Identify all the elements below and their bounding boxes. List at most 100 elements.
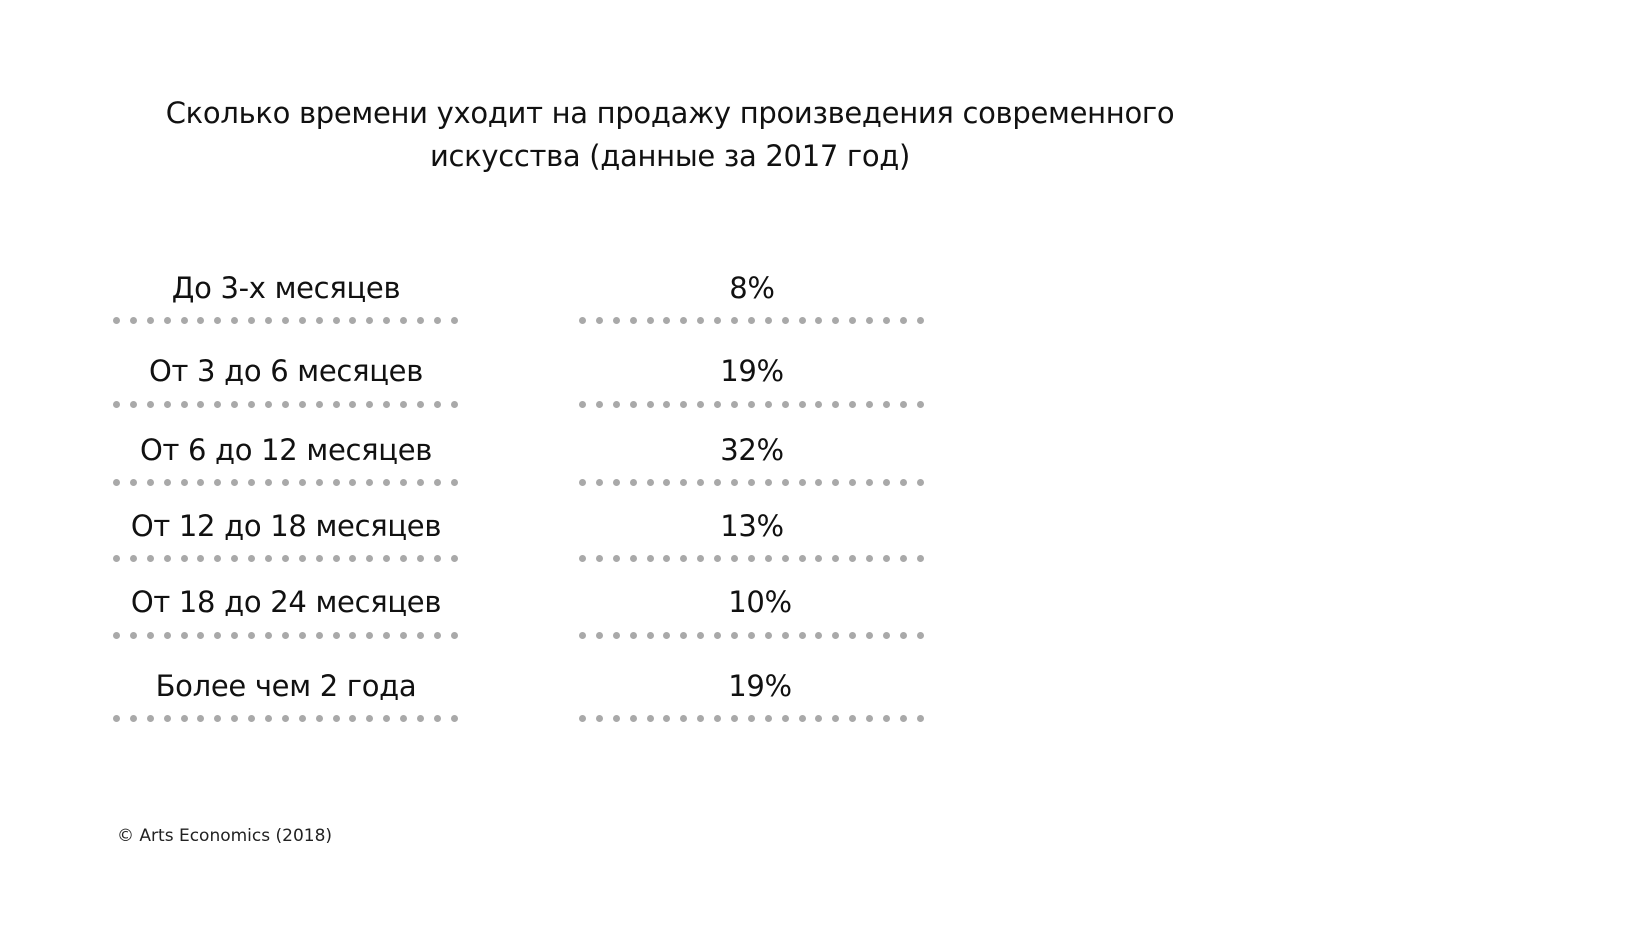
divider-dot xyxy=(899,479,907,486)
divider-dot xyxy=(332,555,340,562)
chart-title-line-1: Сколько времени уходит на продажу произв… xyxy=(165,96,1175,130)
chart-title: Сколько времени уходит на продажу произв… xyxy=(120,92,1220,178)
divider-dot xyxy=(714,715,722,722)
divider-dot xyxy=(646,317,654,324)
divider-dot xyxy=(433,317,441,324)
divider-dot xyxy=(866,479,874,486)
divider-dot xyxy=(400,317,408,324)
divider-dot xyxy=(883,317,891,324)
divider-dot xyxy=(366,632,374,639)
dotted-divider xyxy=(113,317,458,325)
divider-dot xyxy=(163,715,171,722)
chart-title-line-2: искусства (данные за 2017 год) xyxy=(429,139,911,173)
divider-dot xyxy=(595,715,603,722)
divider-dot xyxy=(281,715,289,722)
divider-dot xyxy=(612,317,620,324)
divider-dot xyxy=(315,479,323,486)
divider-dot xyxy=(579,401,586,408)
divider-dot xyxy=(315,632,323,639)
divider-dot xyxy=(815,479,823,486)
divider-dot xyxy=(781,632,789,639)
divider-dot xyxy=(315,555,323,562)
divider-dot xyxy=(349,401,357,408)
row-value: 13% xyxy=(720,509,784,543)
divider-dot xyxy=(281,632,289,639)
divider-dot xyxy=(731,317,739,324)
divider-dot xyxy=(916,479,924,486)
divider-dot xyxy=(298,317,306,324)
divider-dot xyxy=(680,632,688,639)
divider-dot xyxy=(849,317,857,324)
divider-dot xyxy=(180,632,188,639)
divider-dot xyxy=(180,555,188,562)
divider-dot xyxy=(646,632,654,639)
divider-dot xyxy=(781,479,789,486)
divider-dot xyxy=(281,555,289,562)
divider-dot xyxy=(663,715,671,722)
row-value: 10% xyxy=(728,585,792,619)
divider-dot xyxy=(248,317,256,324)
divider-dot xyxy=(197,555,205,562)
divider-dot xyxy=(163,632,171,639)
table-row: От 6 до 12 месяцев 32% xyxy=(0,433,1000,510)
divider-dot xyxy=(680,401,688,408)
divider-dot xyxy=(849,555,857,562)
row-label: От 18 до 24 месяцев xyxy=(130,585,442,619)
divider-dot xyxy=(579,479,586,486)
divider-dot xyxy=(417,632,425,639)
divider-dot xyxy=(129,555,137,562)
divider-dot xyxy=(899,401,907,408)
divider-dot xyxy=(579,317,586,324)
divider-dot xyxy=(697,401,705,408)
divider-dot xyxy=(866,401,874,408)
divider-dot xyxy=(129,715,137,722)
dotted-divider xyxy=(113,401,458,409)
divider-dot xyxy=(197,317,205,324)
divider-dot xyxy=(400,555,408,562)
divider-dot xyxy=(450,715,458,722)
divider-dot xyxy=(595,317,603,324)
divider-dot xyxy=(214,479,222,486)
divider-dot xyxy=(731,401,739,408)
divider-dot xyxy=(248,555,256,562)
divider-dot xyxy=(697,555,705,562)
divider-dot xyxy=(612,401,620,408)
divider-dot xyxy=(332,479,340,486)
divider-dot xyxy=(832,555,840,562)
divider-dot xyxy=(113,632,120,639)
divider-dot xyxy=(849,632,857,639)
divider-dot xyxy=(663,317,671,324)
divider-dot xyxy=(433,479,441,486)
divider-dot xyxy=(815,401,823,408)
dotted-divider xyxy=(113,632,458,640)
divider-dot xyxy=(265,401,273,408)
divider-dot xyxy=(231,401,239,408)
divider-dot xyxy=(595,401,603,408)
divider-dot xyxy=(180,715,188,722)
row-label: От 3 до 6 месяцев xyxy=(149,354,423,388)
divider-dot xyxy=(417,715,425,722)
divider-dot xyxy=(298,555,306,562)
divider-dot xyxy=(629,317,637,324)
divider-dot xyxy=(450,555,458,562)
dotted-divider xyxy=(579,632,924,640)
divider-dot xyxy=(214,632,222,639)
divider-dot xyxy=(315,715,323,722)
divider-dot xyxy=(916,317,924,324)
divider-dot xyxy=(265,632,273,639)
divider-dot xyxy=(146,317,154,324)
divider-dot xyxy=(129,401,137,408)
divider-dot xyxy=(349,555,357,562)
divider-dot xyxy=(866,715,874,722)
divider-dot xyxy=(714,401,722,408)
divider-dot xyxy=(916,555,924,562)
divider-dot xyxy=(265,479,273,486)
divider-dot xyxy=(579,632,586,639)
divider-dot xyxy=(332,632,340,639)
divider-dot xyxy=(680,479,688,486)
divider-dot xyxy=(663,479,671,486)
divider-dot xyxy=(747,715,755,722)
divider-dot xyxy=(265,555,273,562)
divider-dot xyxy=(798,555,806,562)
divider-dot xyxy=(248,632,256,639)
